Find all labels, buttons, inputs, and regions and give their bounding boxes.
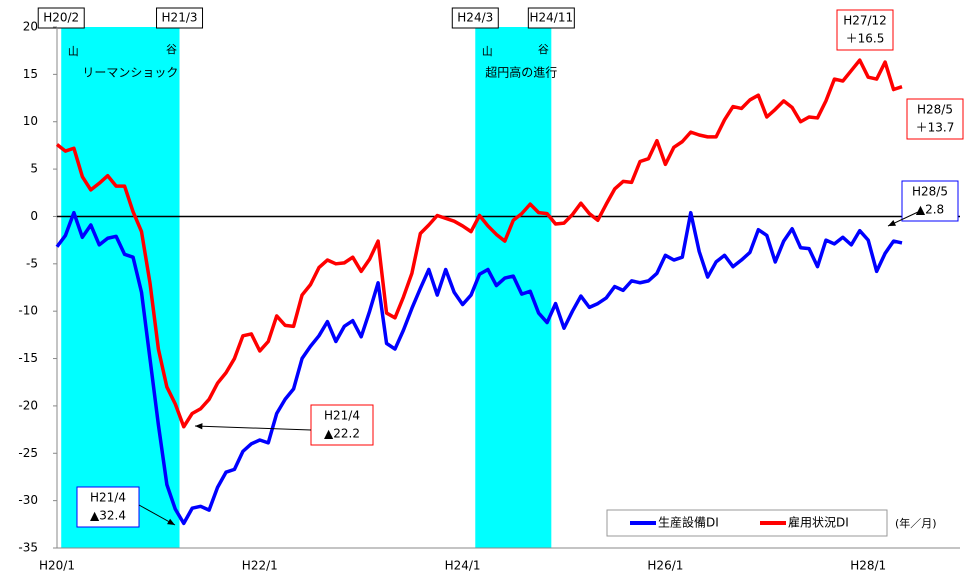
period-label-box xyxy=(37,7,85,29)
arrow-head xyxy=(888,220,896,226)
y-tick-label: 0 xyxy=(30,209,38,223)
period-label-box xyxy=(451,7,499,29)
annotation-text: ＋13.7 xyxy=(916,121,955,135)
annotation-box xyxy=(310,404,374,446)
arrow-head xyxy=(167,518,175,525)
y-tick-label: 5 xyxy=(30,162,38,176)
y-tick-label: -30 xyxy=(18,493,38,507)
annotation-box xyxy=(906,98,964,140)
peak-label: 山 xyxy=(68,45,79,58)
y-tick-label: -15 xyxy=(18,351,38,365)
annotation-text: H28/5 xyxy=(917,103,953,117)
period-label: H24/11 xyxy=(530,11,574,25)
line-series xyxy=(55,210,903,526)
annotation-arrow xyxy=(194,425,312,431)
y-tick-label: -25 xyxy=(18,446,38,460)
legend-label: 生産設備DI xyxy=(658,515,719,530)
annotation-box xyxy=(901,180,959,222)
annotation-text: H28/5 xyxy=(912,185,948,199)
period-name: 超円高の進行 xyxy=(485,65,557,80)
annotation-text: ▲22.2 xyxy=(324,427,360,441)
y-tick-label: -35 xyxy=(18,541,38,555)
period-label: H20/2 xyxy=(43,11,79,25)
arrow-head xyxy=(195,423,203,430)
annotation-text: H21/4 xyxy=(324,409,360,423)
period-label-box xyxy=(527,7,575,29)
legend-label: 雇用状況DI xyxy=(788,515,849,530)
period-name: リーマンショック xyxy=(82,66,178,80)
y-tick-label: 15 xyxy=(23,67,38,81)
period-label: H21/3 xyxy=(162,11,198,25)
annotation-box xyxy=(836,9,894,51)
annotation-text: ▲32.4 xyxy=(90,509,126,523)
annotation-text: ＋16.5 xyxy=(846,32,885,46)
trough-label: 谷 xyxy=(538,43,549,56)
y-tick-label: 20 xyxy=(23,20,38,34)
period-label: H24/3 xyxy=(457,11,493,25)
line-series xyxy=(55,58,903,429)
peak-label: 山 xyxy=(482,45,493,58)
y-tick-label: -10 xyxy=(18,304,38,318)
period-label-box xyxy=(156,7,204,29)
annotation-text: H27/12 xyxy=(843,14,887,28)
x-tick-label: H28/1 xyxy=(850,559,886,573)
annotation-text: ▲2.8 xyxy=(916,203,944,217)
x-unit: (年／月) xyxy=(895,516,937,530)
shaded-period xyxy=(61,27,180,548)
y-tick-label: -20 xyxy=(18,398,38,412)
trough-label: 谷 xyxy=(166,43,177,56)
annotation-text: H21/4 xyxy=(90,491,126,505)
x-tick-label: H24/1 xyxy=(445,559,481,573)
x-tick-label: H26/1 xyxy=(647,559,683,573)
shaded-period xyxy=(475,27,552,548)
y-tick-label: 10 xyxy=(23,114,38,128)
y-tick-label: -5 xyxy=(26,256,38,270)
annotation-box xyxy=(76,486,140,528)
x-tick-label: H20/1 xyxy=(39,559,75,573)
x-tick-label: H22/1 xyxy=(242,559,278,573)
